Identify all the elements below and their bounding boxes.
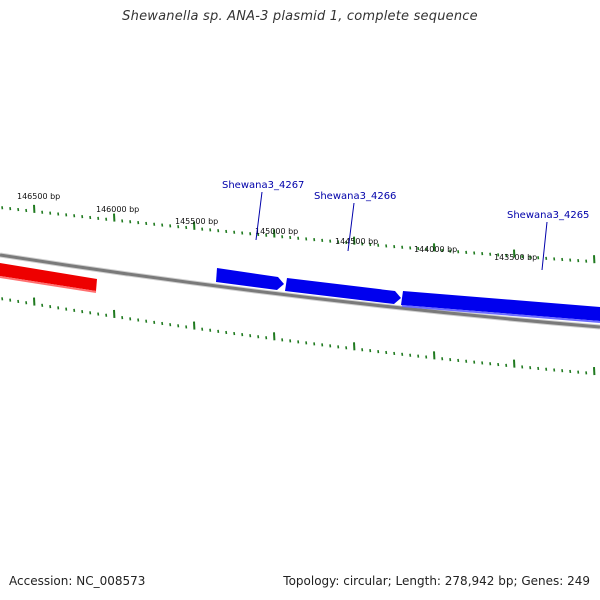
ruler-label: 145000 bp <box>255 227 298 236</box>
sequence-stats: Topology: circular; Length: 278,942 bp; … <box>283 574 590 588</box>
gene-label: Shewana3_4267 <box>222 180 304 191</box>
ruler-label: 144500 bp <box>335 237 378 246</box>
gene-label-group: Shewana3_4267 Shewana3_4266 Shewana3_4265 <box>222 180 589 271</box>
gene-leader-line <box>347 202 355 252</box>
inner-tick-track <box>1 297 596 376</box>
ruler-label-group: 146500 bp 146000 bp 145500 bp 145000 bp 1445… <box>17 192 537 262</box>
gene-leader-line <box>541 221 548 271</box>
gene-arrow <box>0 263 97 291</box>
gene-leader-line <box>255 191 263 241</box>
ruler-label: 146500 bp <box>17 192 60 201</box>
map-title: Shewanella sp. ANA-3 plasmid 1, complete… <box>122 9 478 24</box>
gene-label: Shewana3_4265 <box>507 210 589 221</box>
ruler-label: 146000 bp <box>96 205 139 214</box>
gene-arrow <box>401 291 600 321</box>
gene-highlight <box>0 276 97 293</box>
gene-arrow <box>216 268 284 290</box>
gene-label: Shewana3_4266 <box>314 191 396 202</box>
gene-arrow <box>285 278 401 304</box>
gene-track <box>0 263 600 323</box>
ruler-label: 145500 bp <box>175 217 218 226</box>
outer-tick-track <box>1 204 596 264</box>
accession-label: Accession: NC_008573 <box>9 574 146 588</box>
ruler-label: 144000 bp <box>414 245 457 254</box>
gene-highlight <box>401 305 600 323</box>
backbone-line <box>0 253 600 329</box>
ruler-label: 143500 bp <box>494 253 537 262</box>
